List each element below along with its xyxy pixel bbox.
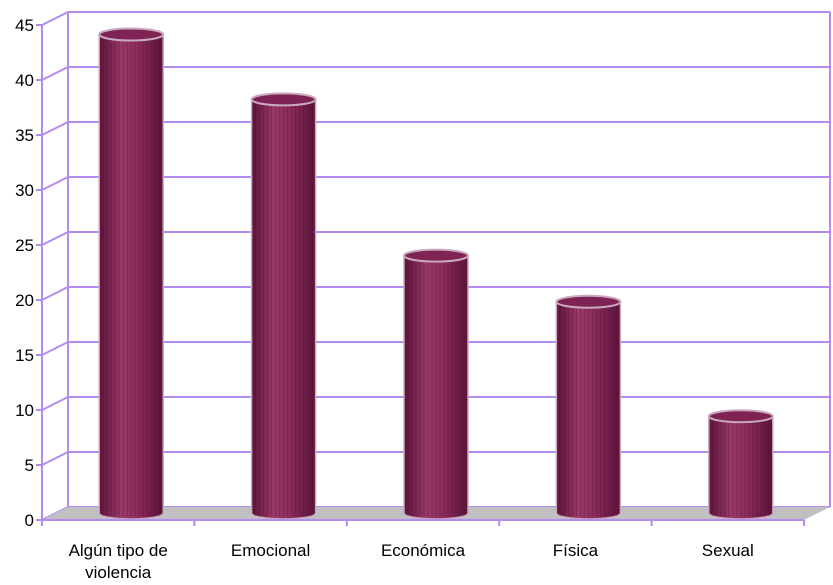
x-category-label: Económica: [381, 541, 466, 560]
bar: [250, 92, 317, 520]
bar: [403, 248, 469, 520]
x-category-label: Algún tipo de violencia: [69, 541, 168, 582]
gridline-side: [41, 286, 69, 301]
gridline-side: [41, 121, 69, 136]
bar: [98, 27, 165, 520]
bar-body: [708, 415, 774, 520]
y-tick-label: 30: [15, 181, 34, 200]
gridline-side: [41, 341, 69, 356]
bar: [555, 294, 622, 520]
bar-body: [555, 301, 622, 520]
bar-top: [403, 248, 469, 263]
x-category-label: Emocional: [231, 541, 310, 560]
gridline-side: [41, 176, 69, 191]
x-category-label-line: Emocional: [231, 541, 310, 560]
bars-layer: [98, 27, 774, 520]
y-tick-label: 40: [15, 71, 34, 90]
y-tick-label: 0: [25, 511, 34, 530]
bar-body: [250, 98, 317, 520]
bar-top: [250, 92, 317, 107]
x-axis: Algún tipo de violencia Emocional Económica…: [41, 519, 805, 582]
gridline-side: [41, 66, 69, 81]
bar-body: [98, 33, 164, 520]
bar: [707, 409, 774, 520]
y-tick-label: 25: [15, 236, 34, 255]
gridline-side: [41, 231, 69, 246]
y-tick-label: 20: [15, 291, 34, 310]
y-tick-label: 45: [15, 16, 34, 35]
bar-top: [555, 294, 622, 309]
gridline-side: [41, 451, 69, 466]
gridline-side: [41, 11, 69, 26]
x-category-label-line: Sexual: [702, 541, 754, 560]
bar-top: [98, 27, 165, 42]
y-tick-label: 5: [25, 456, 34, 475]
y-axis: 0 5 10 15 20 25 30 35 40 45: [15, 16, 42, 530]
x-category-label-line: Física: [553, 541, 599, 560]
gridline-side: [41, 396, 69, 411]
x-category-label: Sexual: [702, 541, 754, 560]
y-tick-label: 10: [15, 401, 34, 420]
x-category-label: Física: [553, 541, 599, 560]
x-category-label-line: Algún tipo de: [69, 541, 168, 560]
y-tick-label: 35: [15, 126, 34, 145]
bar-body: [403, 254, 469, 520]
y-tick-label: 15: [15, 346, 34, 365]
x-category-label-line: violencia: [85, 563, 152, 582]
bar-top: [707, 409, 774, 424]
x-category-label-line: Económica: [381, 541, 466, 560]
